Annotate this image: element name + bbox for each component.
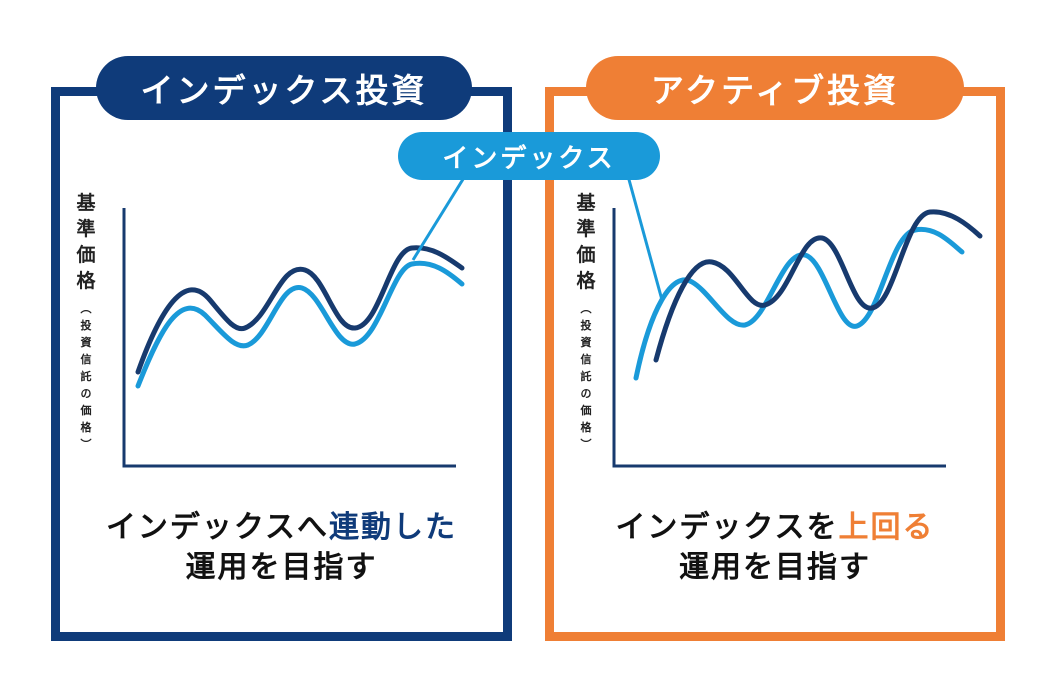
index-investing-title: インデックス投資 bbox=[96, 56, 472, 120]
right-caption: インデックスを上回る 運用を目指す bbox=[554, 508, 996, 588]
left-fund-line bbox=[135, 245, 465, 375]
right-caption-line1: インデックスを上回る bbox=[554, 508, 996, 548]
right-index-line bbox=[633, 226, 965, 381]
left-caption-prefix: インデックスへ bbox=[105, 510, 330, 545]
left-caption-line2: 運用を目指す bbox=[185, 550, 378, 585]
right-y-axis-main-label: 基準価格 bbox=[576, 192, 596, 292]
left-y-axis-main-label: 基準価格 bbox=[76, 192, 96, 292]
left-axes bbox=[122, 208, 456, 468]
right-fund-line bbox=[653, 209, 983, 363]
right-caption-highlight: 上回る bbox=[838, 510, 935, 545]
left-y-axis-sub-label: ︵ 投資信託の価格 ︶ bbox=[80, 302, 92, 451]
callout-connector-right bbox=[626, 175, 664, 301]
right-caption-prefix: インデックスを bbox=[615, 510, 839, 545]
right-y-axis-label: 基準価格 ︵ 投資信託の価格 ︶ bbox=[573, 190, 599, 453]
right-y-axis-sub-label: ︵ 投資信託の価格 ︶ bbox=[580, 302, 592, 451]
right-caption-line2: 運用を目指す bbox=[679, 550, 871, 585]
callout-connector-left bbox=[411, 175, 467, 261]
left-caption-line1: インデックスへ連動した bbox=[60, 508, 503, 548]
left-y-axis-label: 基準価格 ︵ 投資信託の価格 ︶ bbox=[73, 190, 99, 453]
left-caption-highlight: 連動した bbox=[329, 510, 458, 545]
left-index-line bbox=[135, 260, 465, 389]
index-callout-label: インデックス bbox=[398, 132, 660, 180]
active-investing-title: アクティブ投資 bbox=[586, 56, 964, 120]
right-axes bbox=[612, 208, 946, 468]
left-caption: インデックスへ連動した 運用を目指す bbox=[60, 508, 503, 588]
